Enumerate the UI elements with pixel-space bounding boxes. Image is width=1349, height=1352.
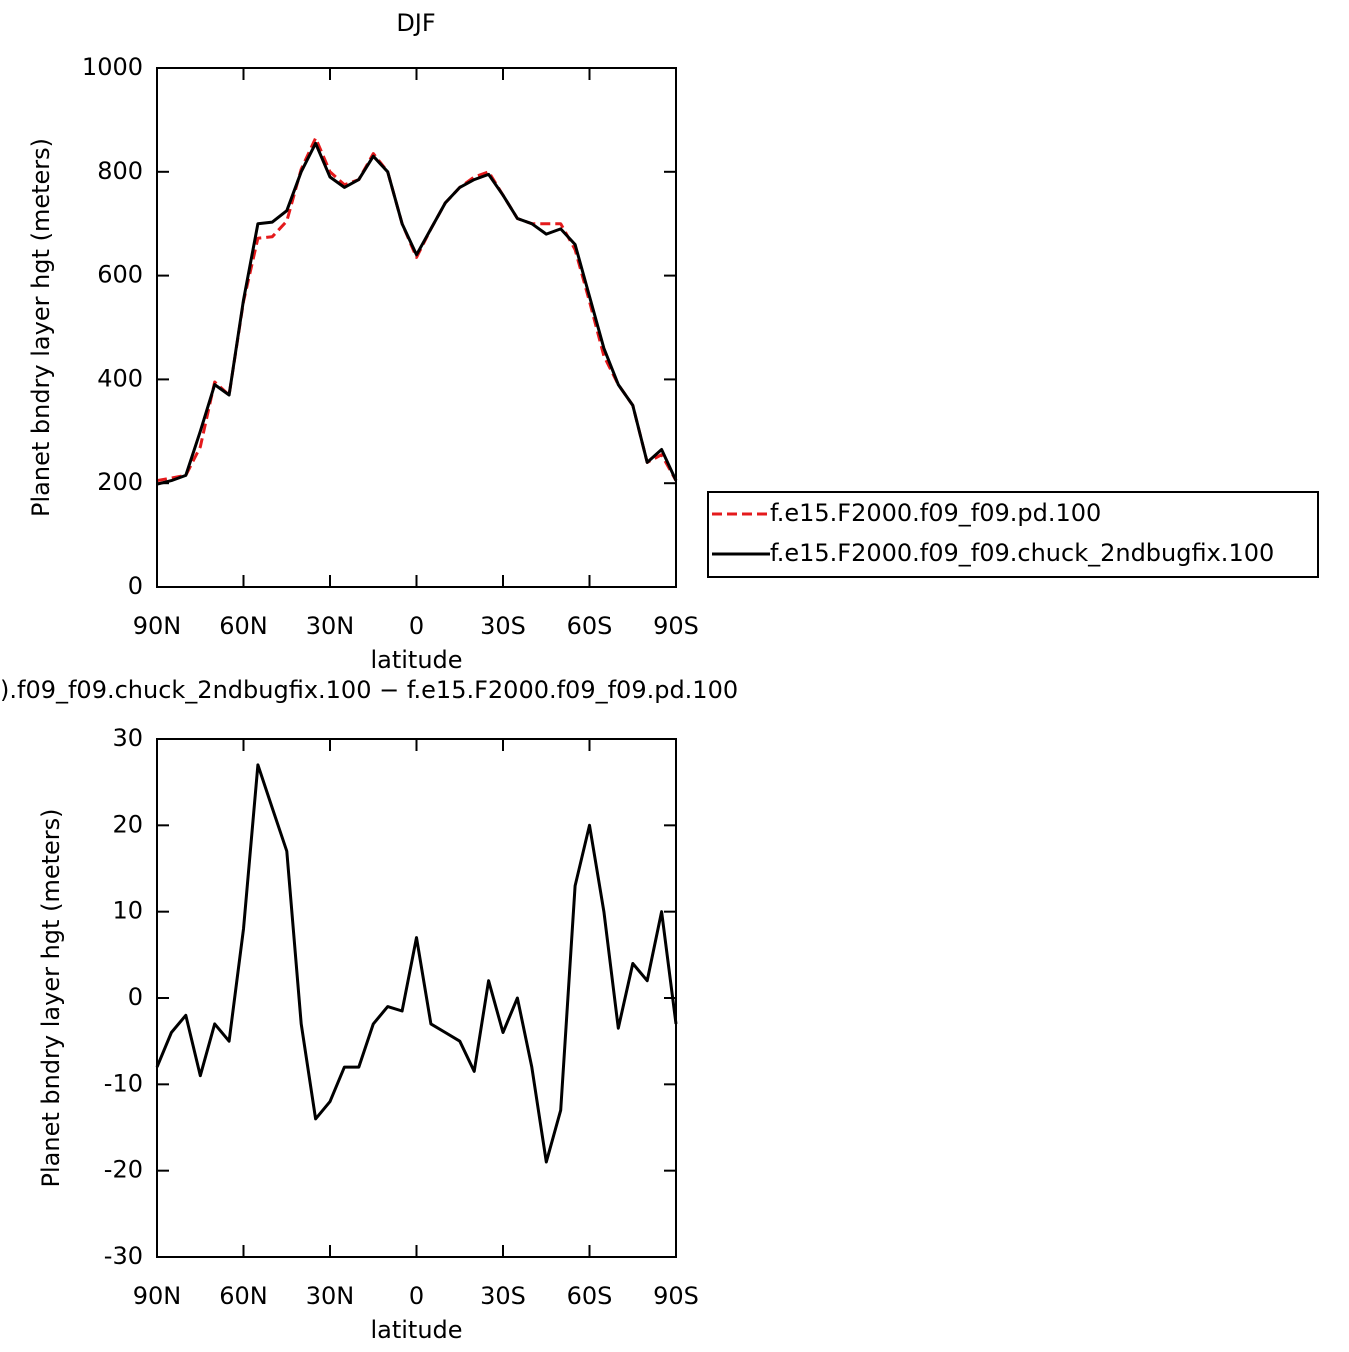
x-tick-label: 90S <box>653 612 699 640</box>
y-tick-label: 20 <box>112 810 143 838</box>
legend-label: f.e15.F2000.f09_f09.pd.100 <box>770 499 1101 527</box>
x-tick-label: 60S <box>567 1282 613 1310</box>
y-axis-label: Planet bndry layer hgt (meters) <box>27 138 55 517</box>
x-tick-label: 60N <box>219 1282 268 1310</box>
x-tick-label: 30S <box>480 1282 526 1310</box>
x-axis-label: latitude <box>370 1316 462 1344</box>
plot-frame <box>156 738 677 1258</box>
y-tick-label: 800 <box>97 157 143 185</box>
y-tick-label: -10 <box>104 1069 143 1097</box>
x-tick-label: 30N <box>306 612 355 640</box>
y-tick-label: 600 <box>97 261 143 289</box>
y-tick-label: 0 <box>128 572 143 600</box>
data-line <box>156 136 678 483</box>
plot-frame <box>156 67 677 588</box>
x-tick-label: 30N <box>306 1282 355 1310</box>
data-line <box>156 141 678 486</box>
y-tick-label: 30 <box>112 724 143 752</box>
y-tick-label: 10 <box>112 897 143 925</box>
y-axis-label: Planet bndry layer hgt (meters) <box>37 809 65 1188</box>
chart-title: ).f09_f09.chuck_2ndbugfix.100 − f.e15.F2… <box>0 676 738 704</box>
x-tick-label: 0 <box>409 1282 424 1310</box>
data-line <box>155 763 678 1164</box>
y-tick-label: 200 <box>97 468 143 496</box>
x-tick-label: 90S <box>653 1282 699 1310</box>
y-tick-label: -30 <box>104 1242 143 1270</box>
x-tick-label: 30S <box>480 612 526 640</box>
x-tick-label: 90N <box>133 1282 182 1310</box>
x-tick-label: 90N <box>133 612 182 640</box>
y-tick-label: 400 <box>97 364 143 392</box>
y-tick-label: 0 <box>128 983 143 1011</box>
x-axis-label: latitude <box>370 646 462 674</box>
legend-box <box>707 491 1319 578</box>
legend-label: f.e15.F2000.f09_f09.chuck_2ndbugfix.100 <box>770 539 1274 567</box>
y-tick-label: -20 <box>104 1156 143 1184</box>
x-tick-label: 0 <box>409 612 424 640</box>
x-tick-label: 60N <box>219 612 268 640</box>
x-tick-label: 60S <box>567 612 613 640</box>
chart-title: DJF <box>396 9 435 37</box>
y-tick-label: 1000 <box>82 53 143 81</box>
